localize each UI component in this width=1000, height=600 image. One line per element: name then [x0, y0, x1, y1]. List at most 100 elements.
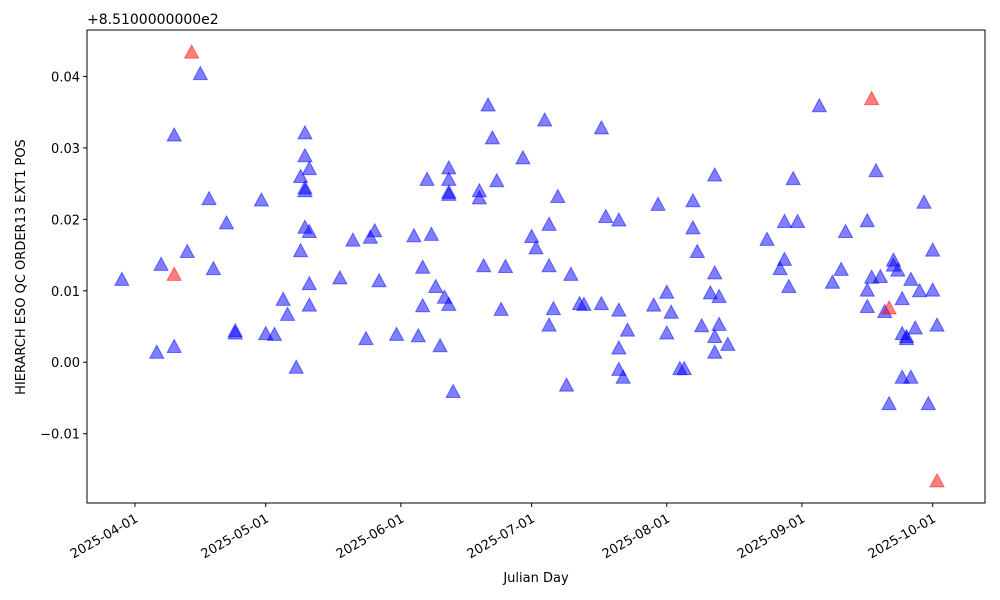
data-point — [301, 160, 318, 176]
data-point — [515, 149, 531, 165]
data-point — [475, 257, 492, 273]
y-tick-label: −0.01 — [40, 428, 80, 443]
y-tick-label: 0.01 — [51, 285, 80, 300]
data-point — [253, 191, 270, 207]
data-point — [419, 171, 435, 186]
data-point — [610, 302, 627, 317]
data-point — [885, 252, 902, 267]
data-point — [924, 282, 941, 297]
data-point — [824, 274, 841, 289]
data-point — [227, 322, 244, 338]
data-point — [288, 359, 305, 374]
data-point — [388, 326, 405, 341]
data-point — [279, 306, 296, 321]
data-point — [702, 284, 719, 300]
data-point — [301, 275, 318, 291]
data-point — [785, 170, 802, 186]
data-point — [776, 213, 793, 228]
data-point — [528, 239, 544, 255]
data-point — [536, 111, 553, 127]
data-point — [650, 196, 666, 211]
data-point — [201, 190, 217, 206]
data-point — [759, 231, 775, 246]
data-point — [558, 377, 575, 392]
data-point — [610, 212, 627, 227]
outlier-point — [929, 472, 945, 488]
data-point — [410, 327, 427, 343]
data-point — [597, 208, 614, 223]
x-tick-label: 2025-04-01 — [68, 511, 141, 562]
x-tick-label: 2025-05-01 — [199, 511, 272, 562]
data-point — [911, 282, 928, 298]
data-point — [414, 297, 431, 313]
data-point — [166, 338, 183, 354]
data-point — [440, 186, 457, 201]
data-point — [406, 227, 422, 243]
data-point — [331, 269, 348, 285]
x-tick-label: 2025-07-01 — [465, 511, 538, 562]
plot-frame — [86, 29, 986, 504]
data-point — [903, 271, 919, 286]
x-tick-label: 2025-06-01 — [334, 511, 407, 562]
data-point — [924, 242, 941, 257]
data-point — [776, 251, 793, 266]
data-point — [859, 298, 876, 314]
data-point — [663, 304, 679, 319]
data-point — [706, 328, 723, 344]
data-point — [685, 219, 701, 235]
data-point — [898, 330, 915, 346]
data-point — [706, 166, 723, 182]
data-point — [610, 339, 627, 355]
data-point — [881, 395, 897, 411]
data-point — [153, 256, 169, 271]
data-point — [929, 317, 945, 332]
data-point — [541, 317, 557, 332]
x-tick-label: 2025-10-01 — [866, 511, 939, 562]
data-point — [292, 242, 309, 258]
data-point — [689, 243, 706, 258]
data-point — [706, 344, 723, 359]
data-point — [148, 344, 165, 359]
y-axis-ticks: −0.01 0.00 0.01 0.02 0.03 0.04 — [40, 70, 87, 443]
data-point — [859, 212, 876, 228]
y-axis-label: HIERARCH ESO QC ORDER13 EXT1 POS — [14, 139, 29, 395]
data-point — [706, 264, 723, 280]
data-point — [693, 317, 710, 333]
data-point — [423, 226, 440, 241]
data-point — [301, 297, 318, 312]
data-point — [205, 260, 222, 276]
data-point — [266, 326, 283, 341]
y-tick-label: 0.04 — [51, 70, 80, 85]
data-point — [837, 223, 854, 238]
data-point — [541, 216, 557, 231]
data-point — [179, 243, 196, 258]
data-point — [480, 96, 496, 112]
data-point — [833, 261, 849, 276]
data-point — [658, 324, 675, 340]
data-point — [297, 179, 313, 195]
data-point — [114, 271, 130, 286]
data-point — [218, 214, 235, 230]
data-point — [894, 290, 911, 306]
outlier-point — [881, 299, 897, 315]
data-point — [619, 322, 636, 337]
data-point — [593, 119, 610, 135]
data-point — [903, 369, 919, 384]
data-point — [576, 296, 592, 311]
y-tick-label: 0.02 — [51, 213, 80, 228]
data-point — [645, 297, 662, 312]
outlier-point — [183, 44, 200, 59]
x-axis-label: Julian Day — [502, 571, 569, 586]
data-point — [484, 129, 501, 145]
data-point — [493, 301, 509, 316]
data-point — [859, 282, 876, 297]
x-axis-ticks: 2025-04-01 2025-05-01 2025-06-01 2025-07-01… — [68, 503, 939, 562]
outlier-point — [863, 90, 880, 106]
data-point — [916, 194, 932, 209]
data-point — [676, 360, 693, 376]
data-point — [192, 65, 209, 81]
data-point — [780, 278, 797, 294]
data-point — [166, 126, 183, 142]
x-tick-label: 2025-08-01 — [600, 511, 673, 562]
